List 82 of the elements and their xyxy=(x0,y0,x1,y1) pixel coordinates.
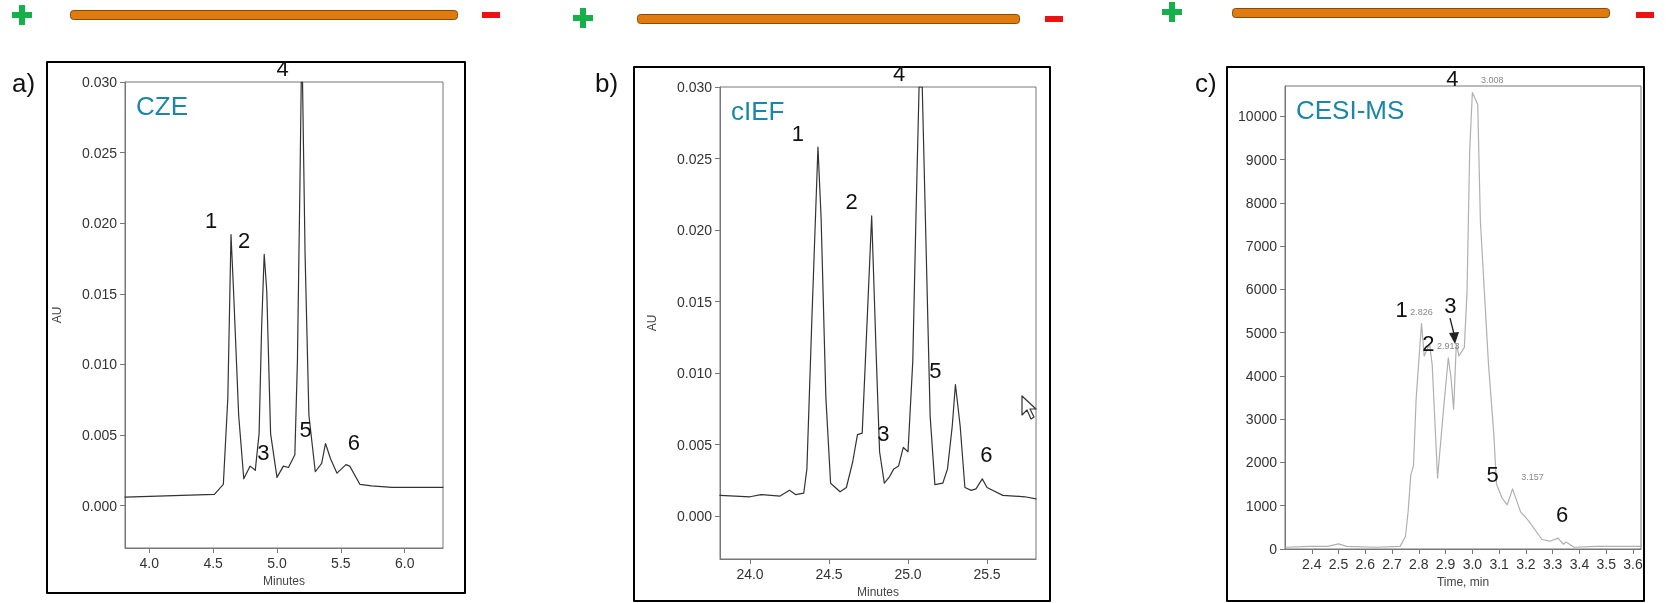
annotation: 5 xyxy=(929,358,942,383)
x-tick-label: 2.4 xyxy=(1302,556,1322,572)
annotation: 5 xyxy=(1486,462,1499,488)
y-tick-label: 0.015 xyxy=(81,285,118,302)
annotation: 2 xyxy=(238,227,251,253)
y-tick-label: 4000 xyxy=(1245,367,1278,384)
annotation: 3 xyxy=(877,420,890,446)
y-tick-label: 2000 xyxy=(1245,454,1278,471)
annotation: 4 xyxy=(276,55,289,81)
annotation: 2.913 xyxy=(1437,340,1460,351)
x-tick-label: 2.5 xyxy=(1328,556,1349,572)
y-tick-label: 0.000 xyxy=(81,497,118,514)
y-tick-label: 0.025 xyxy=(676,150,713,167)
y-tick-label: 8000 xyxy=(1245,194,1278,211)
y-tick-label: 1000 xyxy=(1245,497,1278,514)
x-tick-label: 5.0 xyxy=(267,555,287,571)
x-tick-label: 2.7 xyxy=(1382,556,1403,572)
x-tick-label: 3.1 xyxy=(1489,556,1510,572)
x-tick-label: 24.5 xyxy=(815,566,843,582)
y-tick-label: 0 xyxy=(1269,541,1278,557)
x-tick-label: 2.8 xyxy=(1409,556,1429,572)
x-tick-label: 25.0 xyxy=(894,566,922,582)
x-tick-label: 6.0 xyxy=(394,555,415,571)
y-tick-label: 0.005 xyxy=(81,427,118,444)
y-tick-label: 0.030 xyxy=(676,79,713,95)
x-tick-label: 3.3 xyxy=(1542,556,1563,572)
y-tick-label: 0.025 xyxy=(81,144,118,161)
y-tick-label: 6000 xyxy=(1245,281,1278,298)
text: a) xyxy=(12,68,36,98)
y-tick-label: 0.020 xyxy=(81,215,118,232)
annotation: 2.826 xyxy=(1410,306,1433,317)
chart-title: cIEF xyxy=(731,96,785,126)
x-tick-label: 3.6 xyxy=(1623,556,1643,572)
x-axis-title: Minutes xyxy=(856,584,900,599)
y-tick-label: 9000 xyxy=(1245,151,1278,168)
y-tick-label: 7000 xyxy=(1245,238,1278,255)
x-axis-title: Time, min xyxy=(1436,574,1490,589)
annotation: 4 xyxy=(892,60,906,86)
annotation: 6 xyxy=(1555,501,1569,527)
y-axis-title: AU xyxy=(50,306,64,324)
y-tick-label: 3000 xyxy=(1245,411,1278,428)
x-tick-label: 4.0 xyxy=(139,555,160,571)
x-tick-label: 5.5 xyxy=(331,555,351,571)
x-tick-label: 2.6 xyxy=(1355,556,1376,572)
text: c) xyxy=(1195,68,1217,98)
y-tick-label: 0.015 xyxy=(676,293,713,310)
text: b) xyxy=(595,68,619,98)
x-tick-label: 3.0 xyxy=(1462,556,1483,572)
y-tick-label: 0.030 xyxy=(81,74,118,90)
annotation: 3.157 xyxy=(1521,471,1544,482)
annotation: 4 xyxy=(1446,65,1459,91)
y-tick-label: 0.010 xyxy=(81,356,118,373)
annotation: 1 xyxy=(204,208,218,234)
annotation: 3 xyxy=(1444,293,1457,319)
x-tick-label: 4.5 xyxy=(203,555,224,571)
chart-title: CZE xyxy=(136,91,188,121)
annotation: 3.008 xyxy=(1481,75,1504,86)
y-tick-label: 10000 xyxy=(1238,108,1278,125)
annotation: 2 xyxy=(845,189,858,215)
annotation: 6 xyxy=(347,429,360,455)
annotation: 3 xyxy=(257,439,270,465)
x-axis-title: Minutes xyxy=(262,573,306,588)
annotation: 2 xyxy=(1422,331,1435,357)
x-tick-label: 2.9 xyxy=(1435,556,1456,572)
annotation: 1 xyxy=(791,120,805,146)
line-series xyxy=(124,81,444,498)
x-tick-label: 3.4 xyxy=(1569,556,1590,572)
annotation: 5 xyxy=(299,417,312,442)
annotation: 6 xyxy=(980,442,993,468)
x-tick-label: 3.2 xyxy=(1516,556,1536,572)
y-tick-label: 0.005 xyxy=(676,436,713,453)
y-tick-label: 0.010 xyxy=(676,365,713,382)
y-axis-title: AU xyxy=(645,314,659,332)
x-tick-label: 25.5 xyxy=(973,566,1001,582)
x-tick-label: 3.5 xyxy=(1596,556,1617,572)
y-tick-label: 5000 xyxy=(1245,324,1278,341)
y-tick-label: 0.020 xyxy=(676,222,713,239)
line-series xyxy=(719,86,1037,500)
y-tick-label: 0.000 xyxy=(676,508,713,525)
chart-title: CESI-MS xyxy=(1296,95,1405,125)
x-tick-label: 24.0 xyxy=(736,566,764,582)
annotation: 1 xyxy=(1395,297,1408,323)
